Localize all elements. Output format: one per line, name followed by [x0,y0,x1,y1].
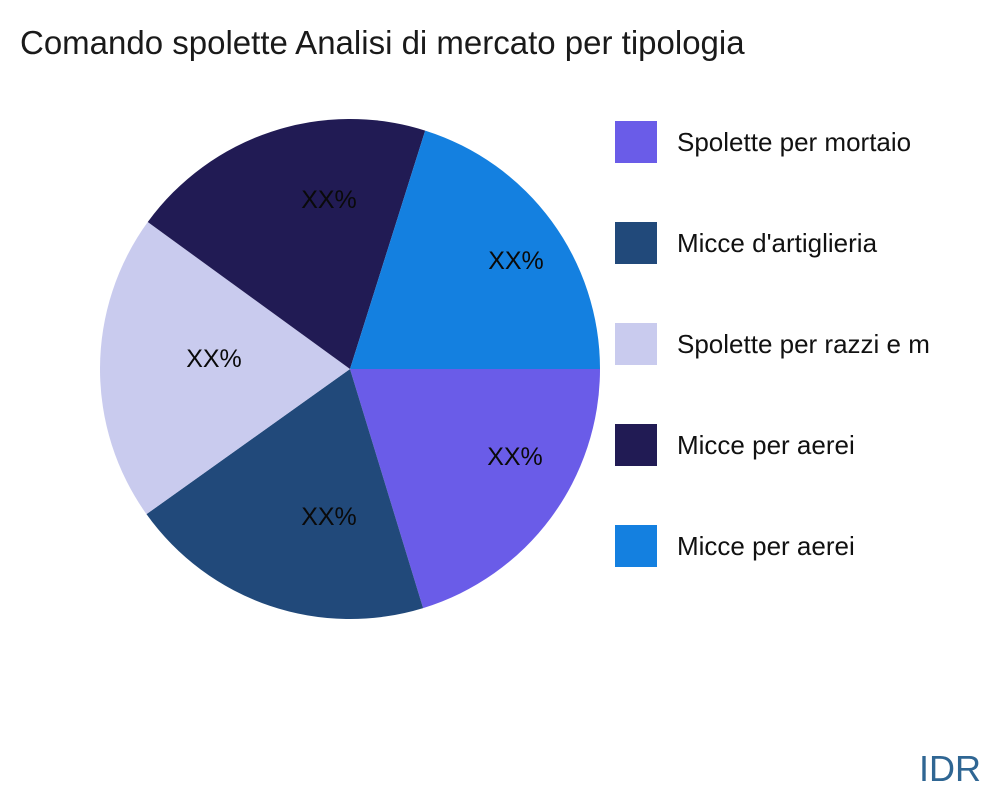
pie-slice [350,369,600,609]
legend-label: Micce per aerei [677,530,855,561]
legend-label: Micce d'artiglieria [677,227,878,258]
legend-label: Spolette per mortaio [677,126,912,157]
legend-label: Spolette per razzi e m [677,328,930,359]
legend-swatch [615,323,657,365]
pie-slice [99,222,350,515]
legend: Spolette per mortaio Micce d'artiglieria S… [615,121,930,626]
slice-percentage-label: XX% [186,345,242,373]
pie-slice [350,130,600,369]
legend-item: Micce per aerei [615,424,930,466]
legend-item: Spolette per razzi e m [615,323,930,365]
watermark: IDR [919,748,981,789]
legend-label: Micce per aerei [677,429,855,460]
slice-percentage-label: XX% [301,186,357,214]
slice-percentage-label: XX% [487,443,543,471]
chart-title: Comando spolette Analisi di mercato per … [20,24,745,61]
legend-swatch [615,525,657,567]
legend-item: Spolette per mortaio [615,121,930,163]
legend-swatch [615,222,657,264]
legend-swatch [615,121,657,163]
legend-swatch [615,424,657,466]
pie-slice [146,369,424,619]
legend-item: Micce per aerei [615,525,930,567]
slice-percentage-label: XX% [488,247,544,275]
pie-slice [147,118,426,370]
slice-percentage-label: XX% [301,503,357,531]
legend-item: Micce d'artiglieria [615,222,930,264]
